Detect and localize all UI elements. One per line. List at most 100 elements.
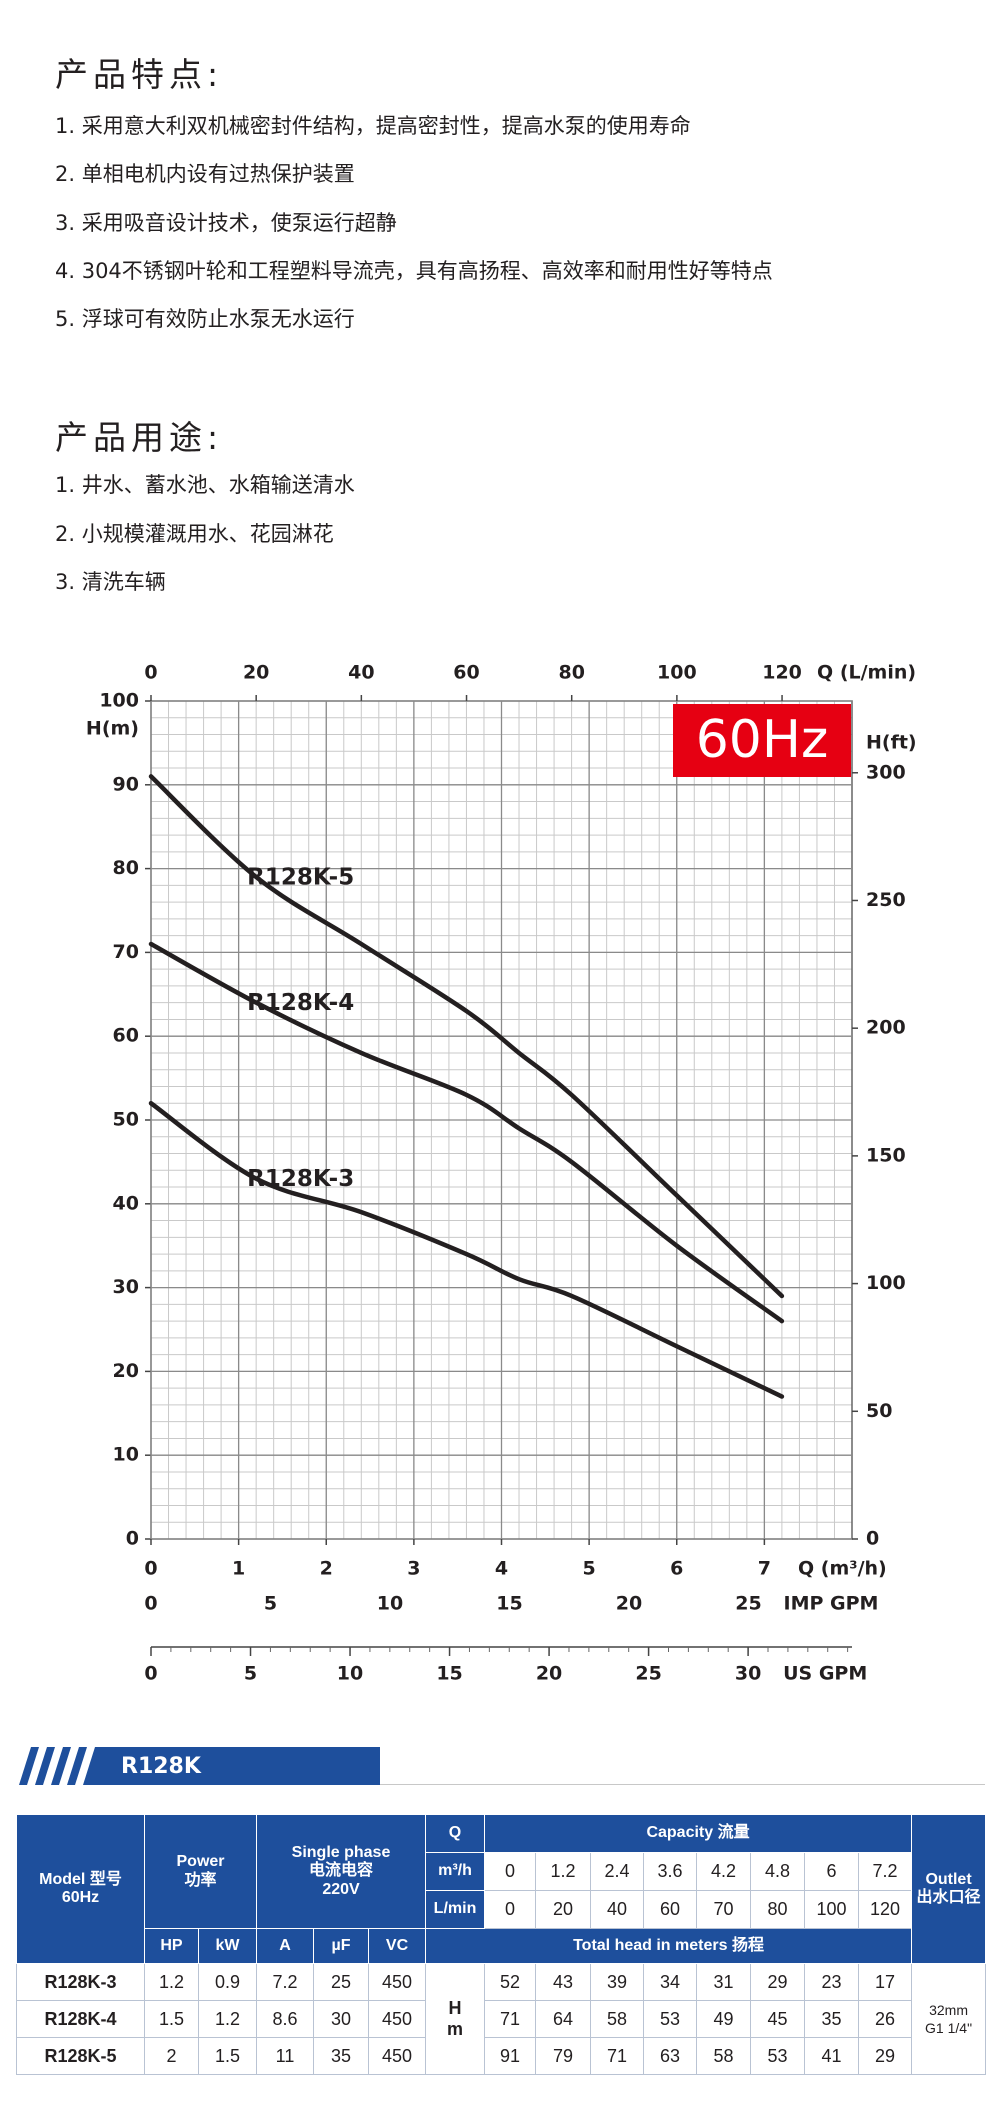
cell: 58 — [696, 2037, 752, 2075]
cell: 0.9 — [197, 1963, 258, 2001]
x-tick-label: 20 — [616, 1593, 642, 1615]
cell: 63 — [643, 2037, 698, 2075]
cell: 79 — [535, 2037, 592, 2075]
x-tick-label: 80 — [558, 662, 584, 684]
header-cell: Outlet 出水口径 — [911, 1814, 987, 1964]
cell: 34 — [643, 1963, 698, 2001]
row: R128K-4 1.5 1.2 8.6 30 450 71 64 58 53 49 45 35 26 — [16, 2000, 986, 2038]
y2-tick-label: 200 — [866, 1017, 906, 1039]
cell: 71 — [590, 2037, 645, 2075]
x-tick-label: 10 — [377, 1593, 403, 1615]
section-title: 产品用途: — [55, 418, 224, 457]
cell: 45 — [750, 2000, 806, 2038]
cell: 53 — [750, 2037, 806, 2075]
y2-tick-label: 300 — [866, 761, 906, 783]
cell: 120 — [858, 1890, 913, 1929]
cell: 30 — [313, 2000, 370, 2038]
divider — [380, 1784, 985, 1785]
cell-text: 32mm — [929, 2001, 968, 2018]
cell: 1.2 — [535, 1852, 592, 1891]
header-cell: L/min — [425, 1890, 486, 1929]
usage-item: 3. 清洗车辆 — [55, 570, 166, 594]
header-cell: Q — [425, 1814, 486, 1853]
header-cell: A — [256, 1928, 315, 1964]
cell: 29 — [750, 1963, 806, 2001]
header-cell: Capacity 流量 — [484, 1814, 913, 1853]
y-tick-label: 0 — [126, 1528, 139, 1550]
y2-tick-label: 50 — [866, 1400, 892, 1422]
cell: 450 — [368, 2037, 427, 2075]
cell: 23 — [804, 1963, 860, 2001]
curve-label: R128K-3 — [247, 1166, 354, 1192]
cell: 29 — [858, 2037, 913, 2075]
cell: 17 — [858, 1963, 913, 2001]
x-tick-label: 1 — [232, 1558, 245, 1580]
cell: 31 — [696, 1963, 752, 2001]
cell: 39 — [590, 1963, 645, 2001]
cell: 60 — [643, 1890, 698, 1929]
stripe — [19, 1747, 39, 1785]
x-tick-label: 0 — [144, 1593, 157, 1615]
x-tick-label: 15 — [436, 1663, 462, 1685]
cell: 3.6 — [643, 1852, 698, 1891]
header-cell: Model 型号 60Hz — [16, 1814, 145, 1964]
stripe — [35, 1747, 55, 1785]
cell: 0 — [484, 1890, 537, 1929]
axis-title: Q (L/min) — [817, 662, 916, 684]
header-text: 电流电容 — [309, 1862, 374, 1880]
x-tick-label: 4 — [495, 1558, 508, 1580]
cell: 58 — [590, 2000, 645, 2038]
x-tick-label: 120 — [762, 662, 802, 684]
cell: 91 — [484, 2037, 537, 2075]
model-banner: R128K — [19, 1747, 380, 1785]
x-tick-label: 0 — [144, 1558, 157, 1580]
x-tick-label: 0 — [144, 1663, 157, 1685]
badge-text: 60Hz — [696, 710, 829, 770]
header-cell: kW — [197, 1928, 258, 1964]
header-cell: HP — [144, 1928, 199, 1964]
x-tick-label: 5 — [583, 1558, 596, 1580]
y-tick-label: 50 — [113, 1109, 139, 1131]
header-cell: Power 功率 — [143, 1814, 258, 1929]
cell: 1.2 — [197, 2000, 258, 2038]
x-axis-title: Q (m³/h) — [798, 1558, 887, 1580]
feature-item: 5. 浮球可有效防止水泵无水运行 — [55, 307, 355, 332]
curve — [148, 941, 785, 1324]
cell: 80 — [750, 1890, 806, 1929]
y2-tick-label: 250 — [866, 889, 906, 911]
cell: 35 — [313, 2037, 370, 2075]
curve-label: R128K-5 — [247, 864, 354, 890]
header-text: 出水口径 — [916, 1889, 981, 1906]
cell: 49 — [696, 2000, 752, 2038]
cell: 64 — [535, 2000, 592, 2038]
cell: 26 — [858, 2000, 913, 2038]
stripe — [67, 1747, 87, 1785]
banner-bar — [83, 1747, 380, 1785]
y-axis-title: H(m) — [86, 718, 139, 740]
header-cell: VC — [368, 1928, 427, 1964]
cell: 6 — [804, 1852, 860, 1891]
cell: 2.4 — [590, 1852, 645, 1891]
performance-chart: 0102030405060708090100050100150200250300… — [86, 662, 917, 1685]
usage-item: 1. 井水、蓄水池、水箱输送清水 — [55, 473, 355, 497]
cell: 52 — [484, 1963, 537, 2001]
feature-item: 2. 单相电机内设有过热保护装置 — [55, 162, 355, 187]
cell: 53 — [643, 2000, 698, 2038]
cell: 1.5 — [197, 2037, 258, 2075]
cell: R128K-5 — [16, 2037, 145, 2075]
y-tick-label: 60 — [113, 1025, 139, 1047]
x-tick-label: 2 — [320, 1558, 333, 1580]
cell: 25 — [313, 1963, 370, 2001]
cell: 32mm G1 1/4" — [911, 1963, 987, 2075]
cell: 20 — [535, 1890, 592, 1929]
cell: 4.2 — [696, 1852, 752, 1891]
x-tick-label: 0 — [144, 662, 157, 684]
x-tick-label: 3 — [407, 1558, 420, 1580]
header-text: Single phase — [291, 1843, 391, 1861]
x-tick-label: 5 — [244, 1663, 257, 1685]
banner-title: R128K — [121, 1754, 202, 1779]
axis-title: US GPM — [783, 1663, 867, 1685]
y-tick-label: 100 — [99, 690, 139, 712]
